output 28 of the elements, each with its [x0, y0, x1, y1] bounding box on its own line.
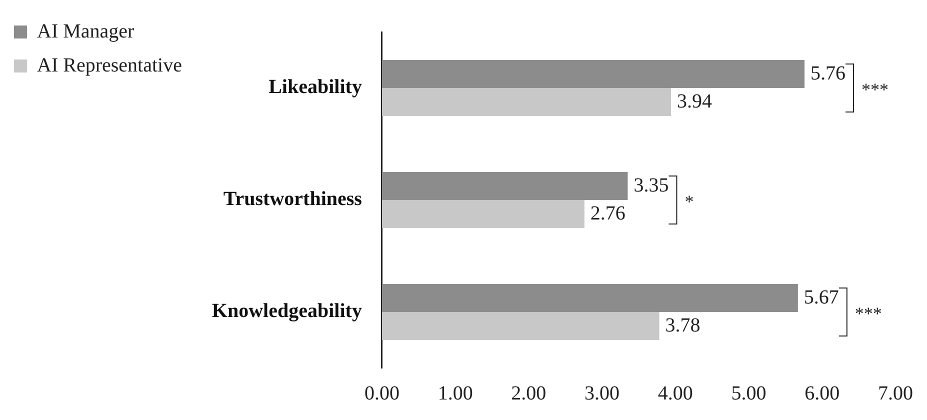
data-label: 3.94 — [677, 90, 712, 112]
data-label: 5.67 — [804, 286, 839, 308]
bar — [382, 284, 798, 312]
legend-label: AI Representative — [37, 54, 182, 76]
x-tick-label: 5.00 — [731, 382, 766, 404]
x-tick-label: 3.00 — [584, 382, 620, 404]
x-tick-label: 4.00 — [658, 382, 693, 404]
x-tick-label: 1.00 — [438, 382, 473, 404]
bar — [382, 312, 660, 340]
data-label: 5.76 — [810, 62, 846, 84]
data-label: 2.76 — [590, 202, 626, 224]
y-tick-label: Knowledgeability — [212, 300, 362, 322]
bar — [382, 200, 584, 228]
annotation: *** — [862, 80, 889, 100]
x-tick-label: 6.00 — [804, 382, 840, 404]
bar — [382, 88, 672, 116]
data-label: 3.35 — [634, 174, 669, 196]
bar — [382, 60, 805, 88]
annotation: *** — [854, 304, 882, 324]
annotation: * — [684, 192, 694, 212]
y-tick-label: Likeability — [268, 76, 362, 98]
x-tick-label: 7.00 — [878, 382, 913, 404]
data-label: 3.78 — [665, 314, 700, 336]
x-tick-label: 0.00 — [364, 382, 400, 404]
legend-label: AI Manager — [37, 20, 135, 42]
bar — [382, 172, 628, 200]
x-tick-label: 2.00 — [511, 382, 546, 404]
y-tick-label: Trustworthiness — [223, 188, 362, 210]
